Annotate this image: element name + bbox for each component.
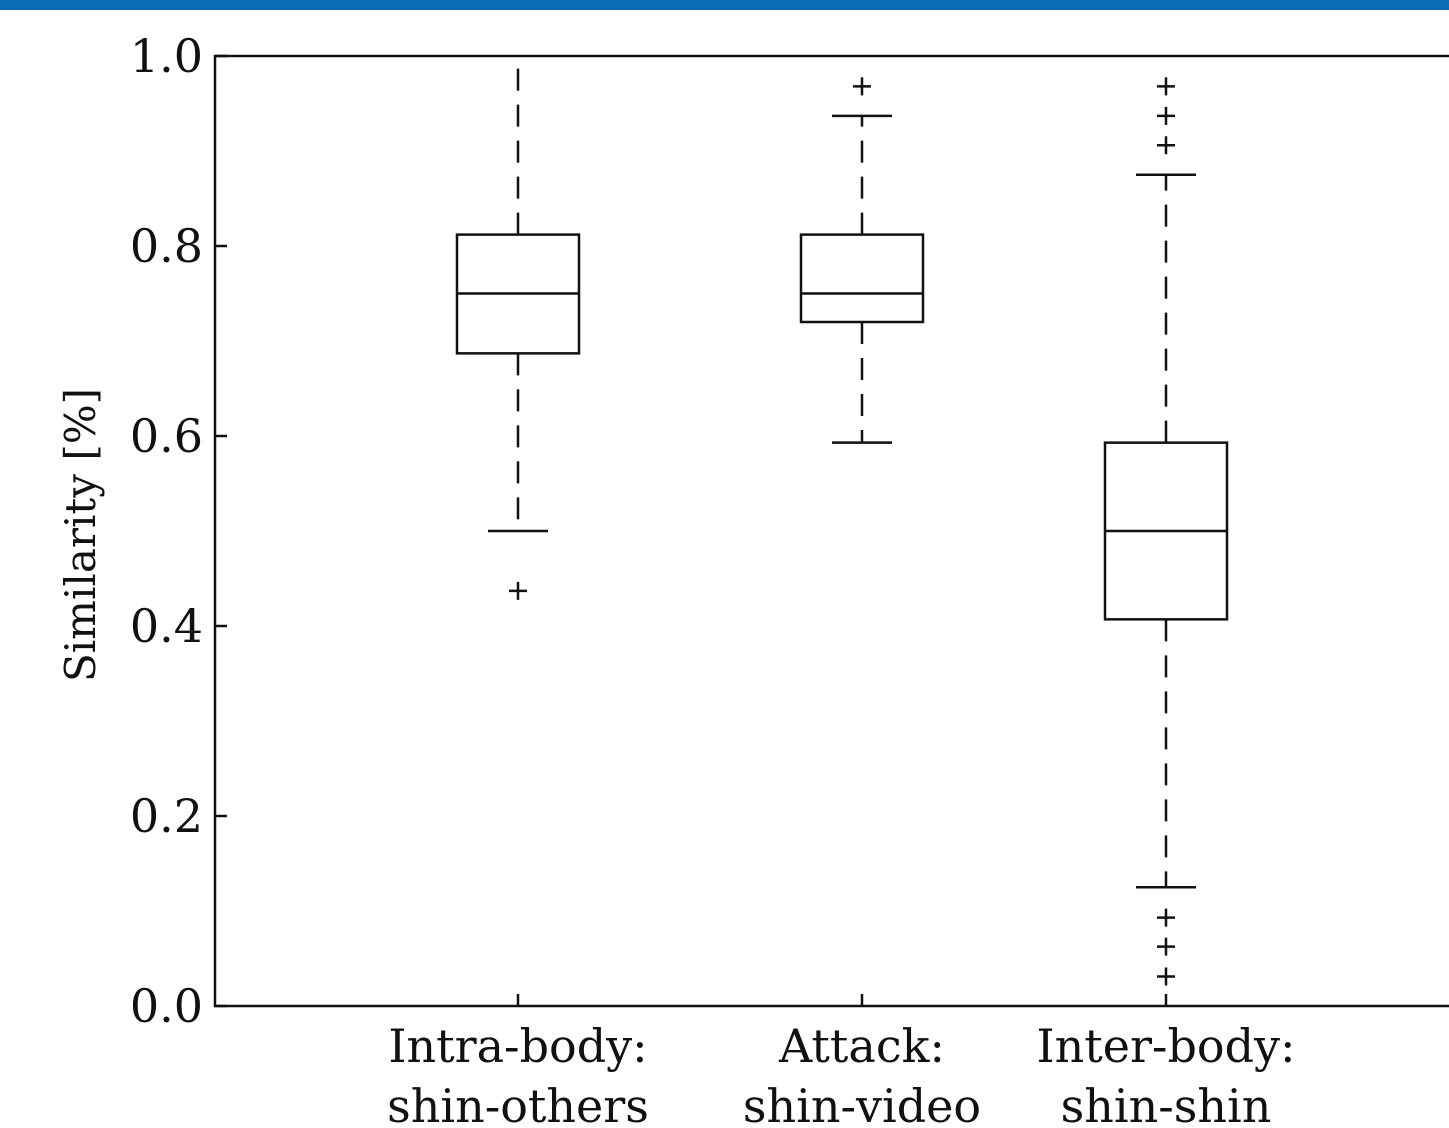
outlier-marker <box>1157 136 1175 155</box>
y-tick-label: 0.4 <box>130 599 203 653</box>
x-category-label: Inter-body: <box>1036 1019 1295 1073</box>
outlier-marker <box>1157 967 1175 986</box>
top-accent-bar <box>0 0 1449 10</box>
x-category-labels: Intra-body: shin-others Attack: shin-video I… <box>387 1019 1295 1128</box>
plot-frame <box>213 54 1449 1008</box>
y-axis-title: Similarity [%] <box>56 388 105 682</box>
outlier-marker <box>1157 77 1175 96</box>
x-category-label: shin-shin <box>1061 1079 1272 1128</box>
y-ticks: 0.0 0.2 0.4 0.6 0.8 1.0 <box>130 29 227 1033</box>
box-1 <box>455 56 581 1006</box>
x-category-label: Intra-body: <box>388 1019 647 1073</box>
outlier-marker <box>1157 937 1175 956</box>
x-category-label: Attack: <box>778 1019 945 1073</box>
outlier-marker <box>1157 106 1175 125</box>
box-2 <box>799 77 925 1006</box>
iqr-box <box>799 233 925 324</box>
y-tick-label: 0.6 <box>130 409 203 463</box>
y-tick-label: 0.0 <box>130 979 203 1033</box>
y-tick-label: 1.0 <box>130 29 203 83</box>
box-3 <box>1103 77 1229 1006</box>
outlier-marker <box>509 581 527 600</box>
axes <box>213 54 1449 1008</box>
y-tick-label: 0.2 <box>130 789 203 843</box>
x-category-label: shin-others <box>387 1079 649 1128</box>
x-category-label: shin-video <box>743 1079 981 1128</box>
outlier-marker <box>853 77 871 96</box>
box-series <box>455 56 1229 1006</box>
outlier-marker <box>1157 908 1175 927</box>
y-tick-label: 0.8 <box>130 219 203 273</box>
